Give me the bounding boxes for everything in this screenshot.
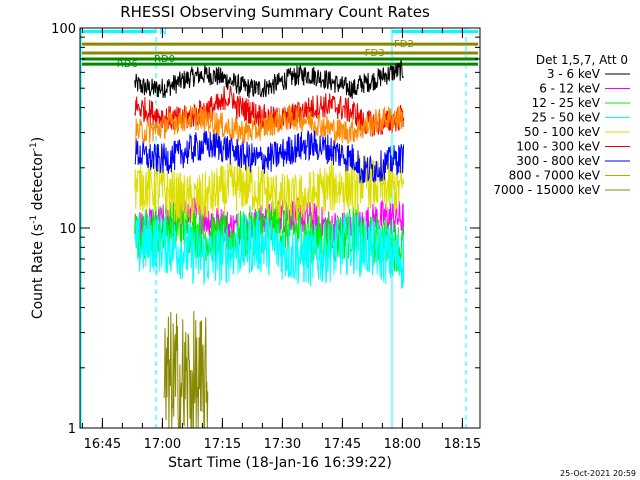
y-axis-label-tail: detector bbox=[30, 151, 46, 215]
series-line bbox=[134, 154, 405, 224]
flag-label: N bbox=[159, 27, 166, 38]
x-tick-label: 16:45 bbox=[84, 437, 121, 452]
series-line bbox=[134, 129, 405, 184]
flag-label: RD0 bbox=[154, 54, 175, 65]
x-tick-label: 18:15 bbox=[444, 437, 481, 452]
legend-entry-label: 3 - 6 keV bbox=[547, 67, 601, 81]
flag-label: RD6 bbox=[117, 59, 138, 70]
legend-entry-label: 25 - 50 keV bbox=[532, 111, 601, 125]
series-line bbox=[163, 311, 209, 429]
chart-title: RHESSI Observing Summary Count Rates bbox=[120, 3, 430, 21]
x-tick-label: 17:15 bbox=[204, 437, 241, 452]
y-axis-label-sup: -1 bbox=[29, 215, 39, 224]
x-axis-label: Start Time (18-Jan-16 16:39:22) bbox=[168, 455, 392, 471]
y-axis-label-sup2: -1 bbox=[29, 142, 39, 151]
legend-entry-label: 300 - 800 keV bbox=[516, 154, 600, 168]
series-line bbox=[134, 59, 405, 99]
legend-entry-label: 100 - 300 keV bbox=[516, 140, 600, 154]
footer-timestamp: 25-Oct-2021 20:59 bbox=[560, 469, 636, 478]
legend-entry-label: 7000 - 15000 keV bbox=[493, 183, 600, 197]
y-tick-label: 10 bbox=[59, 222, 76, 237]
y-axis-label-base: Count Rate (s bbox=[30, 224, 46, 319]
legend-entry-label: 6 - 12 keV bbox=[539, 82, 601, 96]
y-tick-label: 1 bbox=[68, 422, 76, 437]
legend-entry-label: 12 - 25 keV bbox=[532, 96, 601, 110]
y-axis-label: Count Rate (s-1 detector-1) bbox=[29, 137, 46, 319]
legend-entry-label: 50 - 100 keV bbox=[524, 125, 601, 139]
plot-area: N FD2 FD3 RD0 RD6 bbox=[80, 27, 478, 429]
series-line bbox=[134, 212, 405, 289]
flag-label: FD2 bbox=[394, 39, 414, 50]
legend-header: Det 1,5,7, Att 0 bbox=[536, 53, 628, 67]
x-tick-label: 18:00 bbox=[384, 437, 421, 452]
legend-entry-label: 800 - 7000 keV bbox=[509, 169, 601, 183]
y-tick-label: 100 bbox=[51, 22, 76, 37]
x-tick-label: 17:30 bbox=[264, 437, 301, 452]
y-axis-label-end: ) bbox=[30, 137, 46, 142]
x-tick-label: 17:00 bbox=[144, 437, 181, 452]
series-line bbox=[134, 103, 405, 145]
flag-label: FD3 bbox=[365, 48, 385, 59]
x-tick-label: 17:45 bbox=[324, 437, 361, 452]
axes: 1 10 100 16:45 17:00 17:15 17:30 17:45 18:00 18:1… bbox=[51, 22, 481, 452]
